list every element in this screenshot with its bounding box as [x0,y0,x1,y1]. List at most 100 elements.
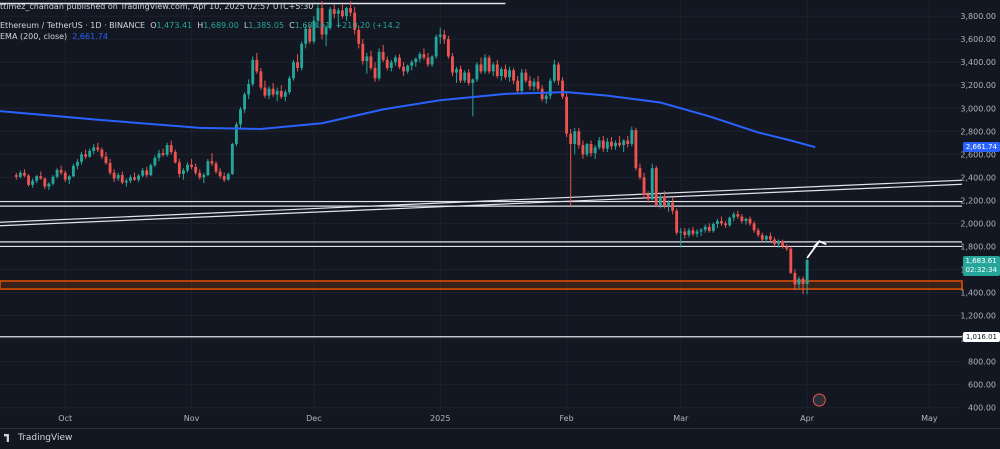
candle-body [116,175,120,179]
y-tick-label: 3,600.00 [960,35,996,44]
candle-body [744,218,748,222]
close-value: 1,683.61 [294,21,331,30]
candle-body [393,57,397,63]
candle-body [451,56,454,73]
candle-body [275,90,279,95]
publisher-line: ttimez_chandan published on TradingView.… [0,2,314,11]
y-tick-label: 1,400.00 [960,289,996,298]
y-tick-label: 800.00 [968,358,996,367]
candle-body [638,168,642,178]
ema-label: EMA (200, close) [0,32,68,41]
low-value: 1,385.05 [248,21,285,30]
candle-body [357,29,361,44]
candle-body [483,57,487,72]
candle-body [675,210,679,233]
candle-body [47,183,51,187]
candle-body [418,54,422,59]
candle-body [206,161,210,176]
tradingview-brand: TradingView [18,433,73,443]
candle-body [324,27,328,35]
candle-body [365,56,369,62]
ohlc-legend: Ethereum / TetherUS · 1D · BINANCE O1,47… [0,21,401,30]
candle-body [292,62,295,79]
candle-body [646,194,650,200]
candle-body [805,259,809,285]
candle-body [35,176,39,181]
candle-body [569,133,573,144]
candle-body [271,88,275,95]
candle-body [626,140,630,144]
y-tick-label: 2,800.00 [960,127,996,136]
candle-body [589,143,593,154]
candle-body [699,229,703,232]
candle-body [544,95,548,100]
candle-body [442,34,446,40]
candle-body [149,165,153,176]
candle-body [320,8,324,35]
candle-body [14,175,18,177]
x-tick-label: Apr [800,414,815,423]
candle-body [642,177,646,195]
y-tick-label: 2,400.00 [960,173,996,182]
candle-body [23,172,26,176]
candle-body [377,51,381,79]
candle-body [385,59,389,68]
candle-body [446,39,450,57]
candle-body [55,169,59,177]
candle-body [251,59,255,85]
event-marker-icon [812,393,826,407]
candle-body [120,175,124,183]
candle-body [679,231,683,233]
x-tick-label: Mar [673,414,689,423]
y-tick-label: 2,600.00 [960,150,996,159]
candle-body [773,239,776,245]
candle-body [39,176,43,179]
candle-body [133,177,136,180]
candle-body [173,152,177,163]
candle-body [736,214,740,217]
candle-body [198,172,202,178]
candle-body [491,64,495,72]
candle-body [781,241,785,247]
candle-body [398,57,401,67]
candle-body [182,170,185,174]
tradingview-logo[interactable]: TradingView [4,433,72,443]
candle-body [703,226,707,230]
candle-body [202,175,206,178]
candle-body [601,140,605,149]
candle-body [430,56,434,65]
annotation-arrow-head [812,240,827,248]
y-tick-label: 3,400.00 [960,58,996,67]
candle-body [516,80,520,91]
tradingview-logo-icon [4,434,9,442]
candle-body [255,59,259,72]
candle-body [96,147,100,150]
trend-channel-line [0,183,963,227]
candle-body [434,36,438,57]
candle-body [141,170,145,176]
candle-body [71,165,75,177]
candle-body [31,180,35,185]
candle-body [463,72,467,81]
candle-body [720,221,723,224]
candle-body [552,64,556,81]
candle-body [752,223,756,231]
candle-body [414,58,418,63]
candle-body [80,154,83,162]
candle-body [84,154,88,157]
candle-body [777,241,780,245]
candle-body [259,71,263,88]
candle-body [654,168,658,205]
ema-legend: EMA (200, close) 2,661.74 [0,32,108,41]
candle-body [532,81,536,87]
candle-body [300,43,304,68]
candle-body [129,177,132,181]
candle-body [267,88,271,96]
candle-body [381,51,385,60]
candle-body [577,131,581,146]
candle-body [471,79,475,83]
candle-body [210,161,214,164]
candle-body [593,147,597,154]
